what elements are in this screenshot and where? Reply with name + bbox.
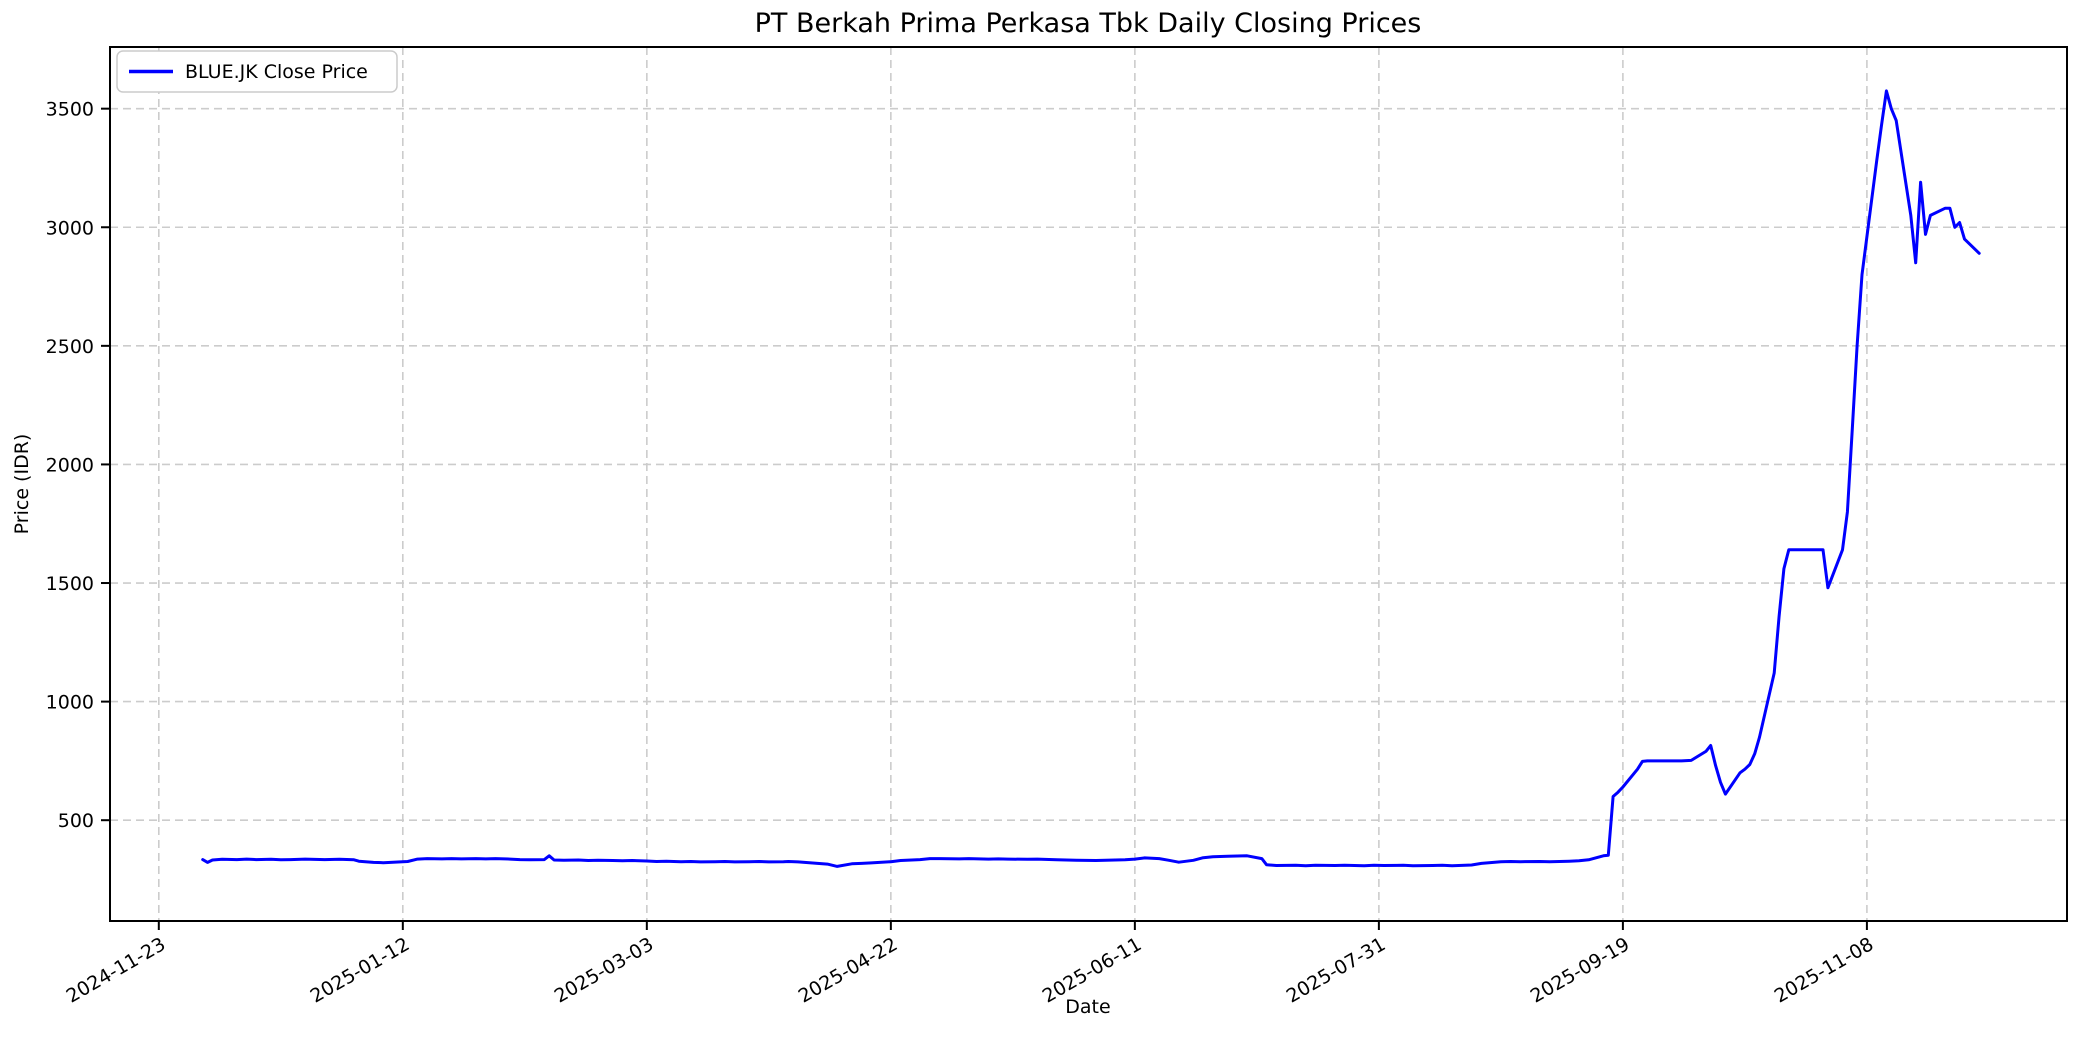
plot-border bbox=[109, 46, 2068, 922]
legend: BLUE.JK Close Price bbox=[116, 50, 398, 93]
legend-label: BLUE.JK Close Price bbox=[185, 61, 368, 83]
series-lines bbox=[201, 89, 1981, 868]
gridlines bbox=[110, 47, 2067, 921]
y-tick-label: 500 bbox=[58, 810, 94, 832]
y-tick-label: 1000 bbox=[46, 692, 94, 714]
close-price-line bbox=[201, 89, 1981, 868]
chart-title: PT Berkah Prima Perkasa Tbk Daily Closin… bbox=[755, 8, 1422, 39]
y-tick-label: 2500 bbox=[46, 336, 94, 358]
y-tick-label: 3000 bbox=[46, 217, 94, 239]
y-tick-label: 1500 bbox=[46, 573, 94, 595]
legend-box bbox=[116, 50, 398, 93]
y-tick-label: 2000 bbox=[46, 454, 94, 476]
y-axis-label: Price (IDR) bbox=[11, 434, 33, 535]
x-axis-label: Date bbox=[1065, 996, 1110, 1018]
y-tick-label: 3500 bbox=[46, 99, 94, 121]
